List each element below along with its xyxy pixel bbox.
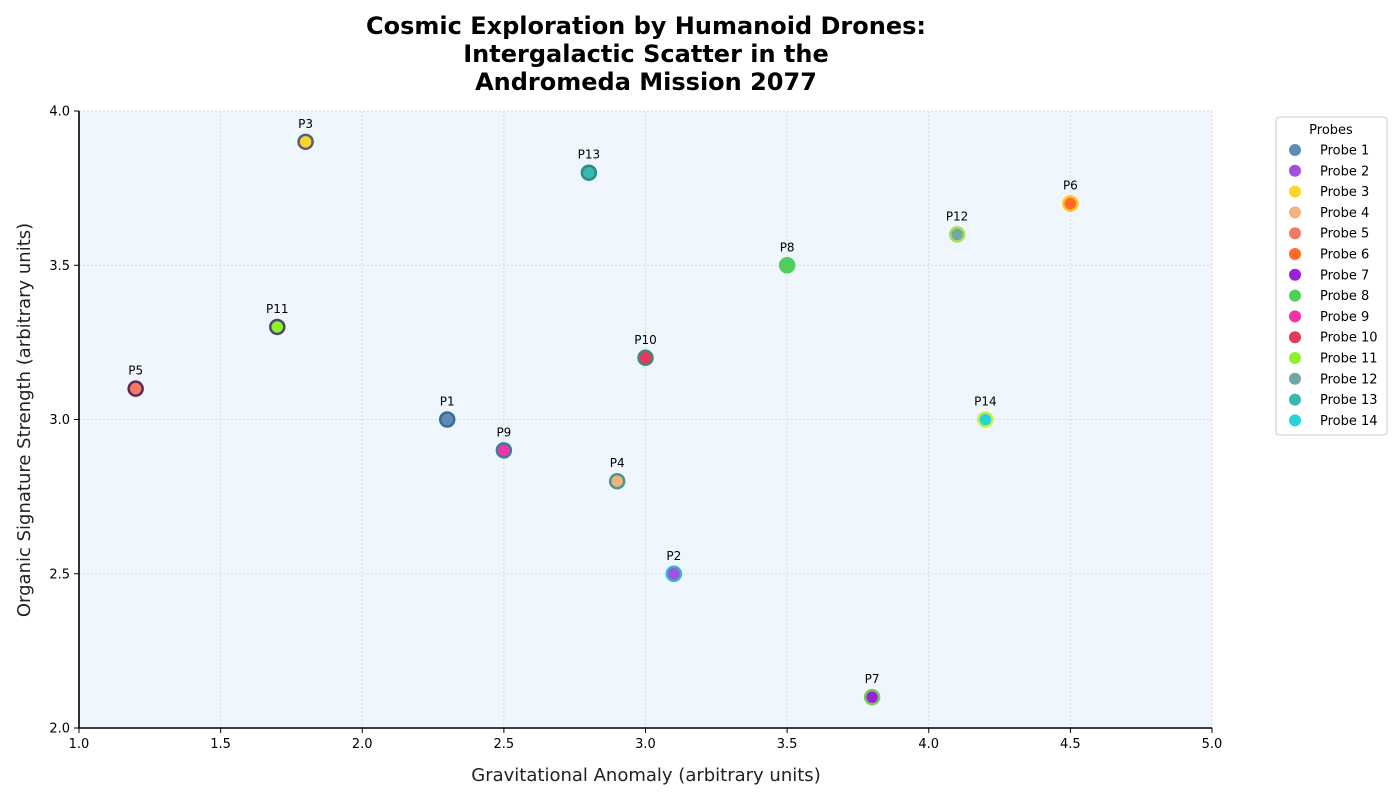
legend-entry-14: Probe 14	[1320, 414, 1378, 429]
legend-marker-7	[1289, 268, 1301, 281]
legend-items: Probe 1 Probe 2 Probe 3 Probe 4 Probe 5 Probe…	[1289, 144, 1378, 429]
point-label-3: P3	[298, 117, 313, 131]
point-label-4: P4	[610, 456, 625, 470]
legend-marker-10	[1289, 331, 1301, 344]
legend-marker-9	[1289, 310, 1301, 323]
legend-marker-1	[1289, 144, 1301, 156]
data-point-12	[948, 226, 966, 243]
legend-entry-7: Probe 7	[1320, 268, 1369, 283]
legend-entry-5: Probe 5	[1320, 227, 1369, 242]
y-tick-label: 4.0	[49, 105, 70, 120]
legend-marker-3	[1289, 185, 1301, 198]
legend-entry-3: Probe 3	[1320, 185, 1369, 200]
x-tick-label: 5.0	[1202, 737, 1223, 752]
legend-marker-2	[1289, 164, 1301, 177]
point-label-2: P2	[666, 549, 681, 563]
point-label-6: P6	[1063, 179, 1078, 193]
x-tick-label: 4.5	[1060, 737, 1081, 752]
legend-entry-8: Probe 8	[1320, 289, 1369, 304]
point-label-12: P12	[946, 209, 969, 223]
data-point-9	[495, 442, 513, 459]
legend-marker-11	[1289, 352, 1301, 364]
y-tick-label: 3.0	[49, 413, 70, 428]
legend-marker-4	[1289, 206, 1301, 219]
chart-title: Cosmic Exploration by Humanoid Drones: I…	[366, 12, 926, 96]
point-label-14: P14	[974, 395, 997, 409]
legend-entry-10: Probe 10	[1320, 331, 1378, 346]
point-label-7: P7	[865, 672, 880, 686]
point-label-5: P5	[128, 364, 143, 378]
x-tick-label: 4.0	[918, 737, 939, 752]
legend-marker-14	[1289, 414, 1301, 427]
x-tick-label: 3.5	[777, 737, 798, 752]
legend-entry-13: Probe 13	[1320, 393, 1378, 408]
legend-entry-2: Probe 2	[1320, 164, 1369, 179]
data-point-5	[127, 380, 144, 397]
data-point-11	[269, 318, 286, 336]
chart-title-line-3: Andromeda Mission 2077	[475, 68, 817, 96]
legend-title: Probes	[1309, 123, 1353, 138]
point-label-1: P1	[440, 395, 455, 409]
x-tick-label: 2.0	[352, 737, 373, 752]
data-points: P1 P2 P3 P4 P5 P6 P7 P8 P9 P10 P11 P12 P13 P14	[127, 117, 1079, 706]
data-point-6	[1062, 195, 1079, 212]
data-point-13	[580, 164, 598, 181]
y-axis-ticks: 2.0 2.5 3.0 3.5 4.0	[49, 105, 79, 737]
y-tick-label: 2.0	[49, 722, 70, 737]
point-label-8: P8	[780, 240, 795, 254]
legend-marker-12	[1289, 372, 1301, 385]
legend-entry-6: Probe 6	[1320, 248, 1369, 263]
legend-entry-1: Probe 1	[1320, 144, 1369, 159]
y-axis-label: Organic Signature Strength (arbitrary un…	[14, 223, 35, 617]
data-point-1	[438, 411, 456, 428]
point-label-11: P11	[266, 302, 289, 316]
x-tick-label: 2.5	[494, 737, 515, 752]
legend-marker-8	[1289, 289, 1301, 302]
data-point-10	[637, 349, 654, 367]
legend-entry-12: Probe 12	[1320, 372, 1378, 387]
chart-title-line-1: Cosmic Exploration by Humanoid Drones:	[366, 12, 926, 40]
data-point-3	[297, 133, 314, 151]
x-tick-label: 1.5	[210, 737, 231, 752]
chart-title-line-2: Intergalactic Scatter in the	[463, 40, 829, 68]
data-point-8	[778, 257, 796, 274]
y-tick-label: 2.5	[49, 567, 70, 582]
legend-marker-6	[1289, 248, 1301, 260]
legend-frame	[1275, 116, 1388, 436]
legend-entry-11: Probe 11	[1320, 352, 1378, 367]
x-axis-label: Gravitational Anomaly (arbitrary units)	[471, 765, 820, 786]
point-label-9: P9	[496, 425, 511, 439]
data-point-2	[665, 565, 683, 582]
data-point-4	[608, 472, 626, 490]
legend-marker-13	[1289, 393, 1301, 406]
x-tick-label: 3.0	[635, 737, 656, 752]
legend-entry-9: Probe 9	[1320, 310, 1369, 325]
legend-marker-5	[1289, 227, 1301, 240]
point-label-10: P10	[634, 333, 657, 347]
x-tick-label: 1.0	[69, 737, 90, 752]
data-point-7	[863, 688, 881, 706]
data-point-14	[977, 411, 994, 428]
y-tick-label: 3.5	[49, 259, 70, 274]
legend-entry-4: Probe 4	[1320, 206, 1369, 221]
point-label-13: P13	[578, 148, 601, 162]
x-axis-ticks: 1.0 1.5 2.0 2.5 3.0 3.5 4.0 4.5 5.0	[69, 728, 1223, 752]
